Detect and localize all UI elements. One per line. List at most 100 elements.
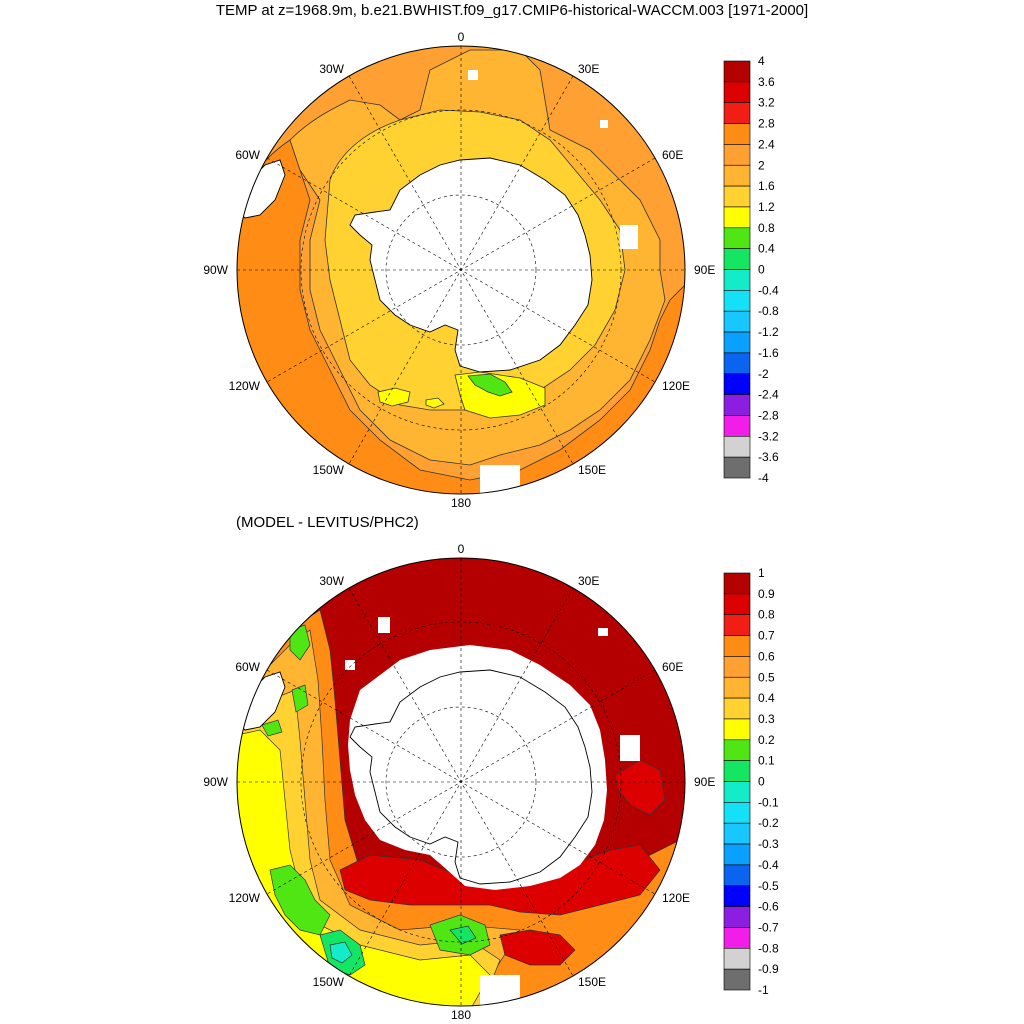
colorbar-label: 0.7 xyxy=(758,629,775,643)
longitude-labels: 0 30E 60E 90E 120E 150E 180 150W 120W 90… xyxy=(203,542,715,1022)
colorbar-label: 0 xyxy=(758,775,765,789)
missing-data-region xyxy=(348,645,607,890)
difference-map-panel: 0 30E 60E 90E 120E 150E 180 150W 120W 90… xyxy=(203,542,779,1022)
missing-data-patch xyxy=(620,225,638,249)
lon-label: 90E xyxy=(694,775,715,789)
colorbar-label: -0.2 xyxy=(758,816,779,830)
colorbar-swatch xyxy=(723,269,751,291)
colorbar-swatch xyxy=(723,394,751,416)
colorbar-swatch xyxy=(723,885,751,907)
colorbar-temperature: 4 3.6 3.2 2.8 2.4 2 1.6 1.2 0.8 0.4 0 -0.4 -0.8 -1.2 -… xyxy=(723,54,779,485)
colorbar-swatch xyxy=(723,802,751,824)
colorbar-swatch xyxy=(723,635,751,657)
colorbar-label: -0.3 xyxy=(758,837,779,851)
plot-title: TEMP at z=1968.9m, b.e21.BWHIST.f09_g17.… xyxy=(215,2,809,19)
colorbar-swatch xyxy=(723,968,751,991)
colorbar-label: -2 xyxy=(758,367,769,381)
lon-label: 60W xyxy=(235,148,260,162)
colorbar-label: 0.6 xyxy=(758,649,775,663)
colorbar-swatch xyxy=(723,864,751,887)
contour-band-low-patch xyxy=(261,719,283,737)
colorbar-label: -0.8 xyxy=(758,304,779,318)
lon-label: 150E xyxy=(578,463,606,477)
lon-label: 90E xyxy=(694,263,715,277)
colorbar-swatch xyxy=(723,435,751,458)
colorbar-label: 1.2 xyxy=(758,200,775,214)
lon-label: 60W xyxy=(235,660,260,674)
lon-label: 180 xyxy=(451,496,471,510)
colorbar-label: -1.2 xyxy=(758,325,779,339)
colorbar-swatch xyxy=(723,656,751,678)
contour-band-low-patch xyxy=(329,941,353,964)
colorbar-label: -1 xyxy=(758,983,769,997)
colorbar-swatch xyxy=(723,572,751,595)
colorbar-swatch xyxy=(723,123,751,145)
antarctica-landmass xyxy=(349,157,593,373)
colorbar-label: 0.8 xyxy=(758,221,775,235)
colorbar-label: -0.5 xyxy=(758,879,779,893)
contour-band-low-patch xyxy=(449,925,477,945)
lon-label: 120W xyxy=(229,379,261,393)
colorbar-label: -0.4 xyxy=(758,858,779,872)
lon-label: 150W xyxy=(313,463,345,477)
missing-data-patch xyxy=(468,70,478,80)
missing-data-patch xyxy=(345,660,355,670)
colorbar-label: 0.1 xyxy=(758,754,775,768)
colorbar-swatch xyxy=(723,331,751,354)
colorbar-label: -4 xyxy=(758,471,769,485)
contour-band-low-patch xyxy=(289,624,311,661)
colorbar-label: 4 xyxy=(758,54,765,68)
lon-label: 150E xyxy=(578,975,606,989)
colorbar-label: -0.8 xyxy=(758,941,779,955)
lon-label: 0 xyxy=(458,542,465,556)
colorbar-swatch xyxy=(723,843,751,866)
contour-band-cool-patch-west xyxy=(377,387,411,407)
lon-label: 30E xyxy=(578,62,599,76)
colorbar-swatch xyxy=(723,248,751,270)
colorbar-swatch xyxy=(723,290,751,312)
colorbar-label: -0.9 xyxy=(758,962,779,976)
colorbar-label: 3.2 xyxy=(758,96,775,110)
colorbar-swatch xyxy=(723,352,751,375)
colorbar-label: -2.8 xyxy=(758,408,779,422)
colorbar-swatch xyxy=(723,614,751,636)
colorbar-label: 2 xyxy=(758,158,765,172)
colorbar-label: -2.4 xyxy=(758,388,779,402)
colorbar-swatch xyxy=(723,676,751,699)
map-border xyxy=(236,557,686,1007)
colorbar-label: -0.1 xyxy=(758,795,779,809)
colorbar-label: 3.6 xyxy=(758,75,775,89)
contour-band-high-east xyxy=(499,929,576,966)
colorbar-label: -1.6 xyxy=(758,346,779,360)
colorbar-swatch xyxy=(723,102,751,124)
lon-label: 120E xyxy=(662,379,690,393)
plot-subtitle: (MODEL - LEVITUS/PHC2) xyxy=(236,514,419,531)
difference-field xyxy=(237,609,685,1006)
contour-band-low-patch xyxy=(291,684,309,713)
colorbar-swatch xyxy=(723,81,751,103)
lon-label: 90W xyxy=(203,263,228,277)
colorbar-swatch xyxy=(723,456,751,479)
colorbar-label: -0.6 xyxy=(758,900,779,914)
colorbar-swatch xyxy=(723,185,751,208)
colorbar-swatch xyxy=(723,760,751,782)
colorbar-label: 0.2 xyxy=(758,733,775,747)
missing-data-patch xyxy=(620,735,640,761)
colorbar-label: 2.8 xyxy=(758,117,775,131)
temperature-map-panel: 0 30E 60E 90E 120E 150E 180 150W 120W 90… xyxy=(203,30,779,510)
colorbar-label: 1 xyxy=(758,566,765,580)
colorbar-label: 1.6 xyxy=(758,179,775,193)
lon-label: 180 xyxy=(451,1008,471,1022)
lon-label: 120W xyxy=(229,891,261,905)
contour-band-low-patch xyxy=(269,864,331,936)
map-border xyxy=(236,45,686,495)
colorbar-swatch xyxy=(723,415,751,437)
colorbar-swatch xyxy=(723,739,751,761)
contour-band-0.8-east xyxy=(614,759,666,816)
contour-band-cool-patch-small xyxy=(425,397,445,409)
colorbar-label: 0.4 xyxy=(758,691,775,705)
lon-label: 30W xyxy=(319,62,344,76)
colorbar-swatch xyxy=(723,906,751,928)
lon-label: 60E xyxy=(662,660,683,674)
missing-data-patch xyxy=(598,628,608,636)
